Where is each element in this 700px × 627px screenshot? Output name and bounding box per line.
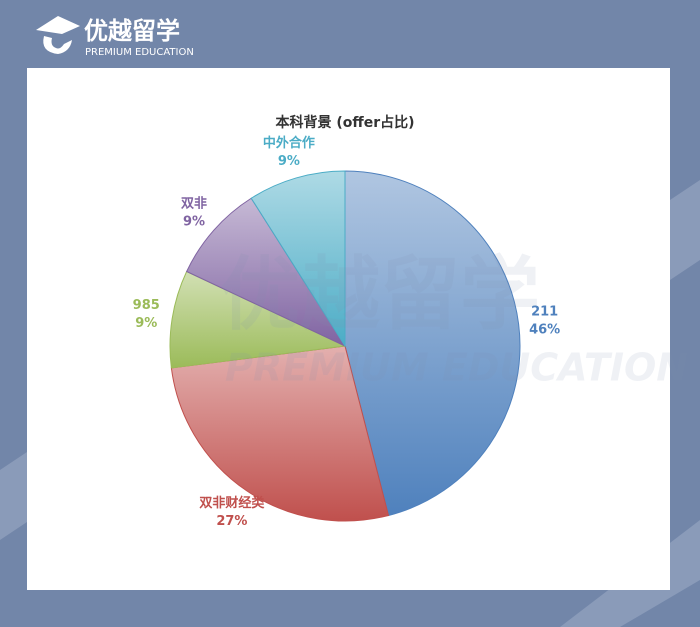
slice-value-label: 46% [529, 322, 560, 337]
watermark-name: 优越留学 [220, 248, 540, 341]
slice-label: 双非财经类 [199, 495, 265, 511]
pie-slice [170, 345, 390, 522]
logo: 优越留学 PREMIUM EDUCATION [36, 16, 194, 58]
slice-label: 双非 [181, 195, 207, 211]
watermark: 优越留学 PREMIUM EDUCATION [220, 248, 688, 390]
background-stripe [0, 450, 30, 540]
pie [169, 170, 521, 522]
pie-slice [185, 197, 347, 348]
background-stripe [670, 180, 700, 280]
chart-title: 本科背景 (offer占比) [275, 114, 414, 131]
brand-tagline: PREMIUM EDUCATION [85, 47, 194, 58]
pie-slice [250, 170, 346, 348]
brand-name: 优越留学 [84, 17, 180, 45]
logo-icon [36, 16, 80, 54]
slice-value-label: 27% [216, 514, 247, 529]
pie-slice [344, 170, 521, 517]
pie-slice [169, 270, 347, 369]
slice-label: 211 [531, 304, 558, 319]
watermark-tagline: PREMIUM EDUCATION [225, 346, 688, 390]
slice-value-label: 9% [278, 154, 300, 169]
slice-value-label: 9% [135, 316, 157, 331]
slice-label: 中外合作 [263, 135, 315, 151]
slice-value-label: 9% [183, 214, 205, 229]
slice-label: 985 [133, 298, 160, 313]
